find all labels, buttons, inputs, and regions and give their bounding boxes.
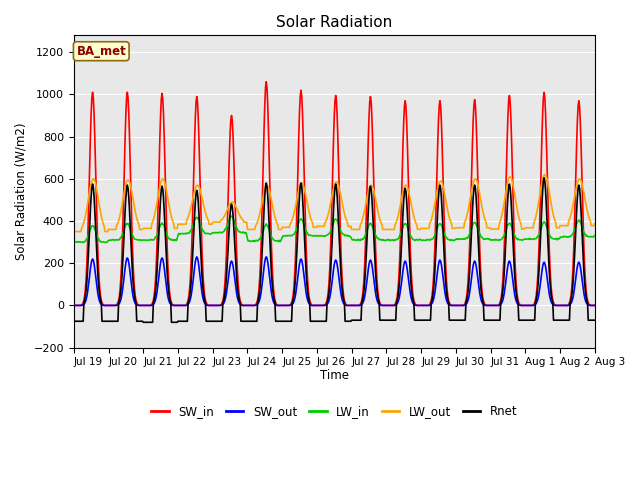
- Rnet: [140, 319, 147, 325]
- SW_out: [238, 302, 246, 308]
- SW_in: [286, 302, 294, 308]
- LW_in: [266, 230, 274, 236]
- SW_in: [266, 155, 273, 160]
- LW_out: [611, 169, 618, 175]
- LW_out: [264, 185, 272, 191]
- LW_out: [440, 185, 447, 191]
- SW_in: [135, 302, 143, 308]
- SW_out: [410, 300, 417, 306]
- X-axis label: Time: Time: [320, 369, 349, 382]
- SW_out: [625, 302, 632, 308]
- LW_in: [239, 230, 246, 236]
- LW_in: [102, 240, 109, 245]
- SW_in: [625, 302, 632, 308]
- LW_out: [70, 228, 77, 234]
- Rnet: [440, 255, 448, 261]
- Line: Rnet: Rnet: [74, 175, 628, 322]
- LW_in: [136, 237, 143, 242]
- SW_out: [135, 302, 143, 308]
- Rnet: [610, 172, 618, 178]
- LW_out: [237, 215, 244, 220]
- SW_in: [262, 79, 270, 84]
- Rnet: [238, 318, 246, 324]
- Rnet: [266, 222, 273, 228]
- Rnet: [410, 298, 417, 303]
- Line: SW_out: SW_out: [74, 257, 628, 305]
- SW_out: [266, 270, 273, 276]
- SW_out: [440, 285, 448, 290]
- LW_in: [228, 213, 236, 219]
- SW_in: [70, 302, 77, 308]
- LW_out: [285, 225, 293, 230]
- LW_in: [287, 233, 294, 239]
- Line: LW_in: LW_in: [74, 216, 628, 242]
- SW_out: [286, 302, 294, 308]
- Title: Solar Radiation: Solar Radiation: [276, 15, 392, 30]
- LW_in: [625, 231, 632, 237]
- SW_out: [193, 254, 200, 260]
- SW_in: [410, 294, 417, 300]
- LW_in: [410, 237, 418, 242]
- LW_out: [135, 222, 143, 228]
- Legend: SW_in, SW_out, LW_in, LW_out, Rnet: SW_in, SW_out, LW_in, LW_out, Rnet: [146, 400, 522, 423]
- LW_out: [408, 207, 416, 213]
- Line: SW_in: SW_in: [74, 82, 628, 305]
- SW_out: [70, 302, 77, 308]
- Rnet: [625, 317, 632, 323]
- LW_in: [441, 232, 449, 238]
- SW_in: [440, 222, 448, 228]
- Rnet: [286, 318, 294, 324]
- Text: BA_met: BA_met: [76, 45, 126, 58]
- Rnet: [70, 318, 77, 324]
- LW_out: [625, 221, 632, 227]
- Line: LW_out: LW_out: [74, 172, 628, 231]
- LW_in: [70, 239, 77, 245]
- Y-axis label: Solar Radiation (W/m2): Solar Radiation (W/m2): [15, 123, 28, 260]
- Rnet: [135, 318, 143, 324]
- SW_in: [237, 300, 244, 306]
